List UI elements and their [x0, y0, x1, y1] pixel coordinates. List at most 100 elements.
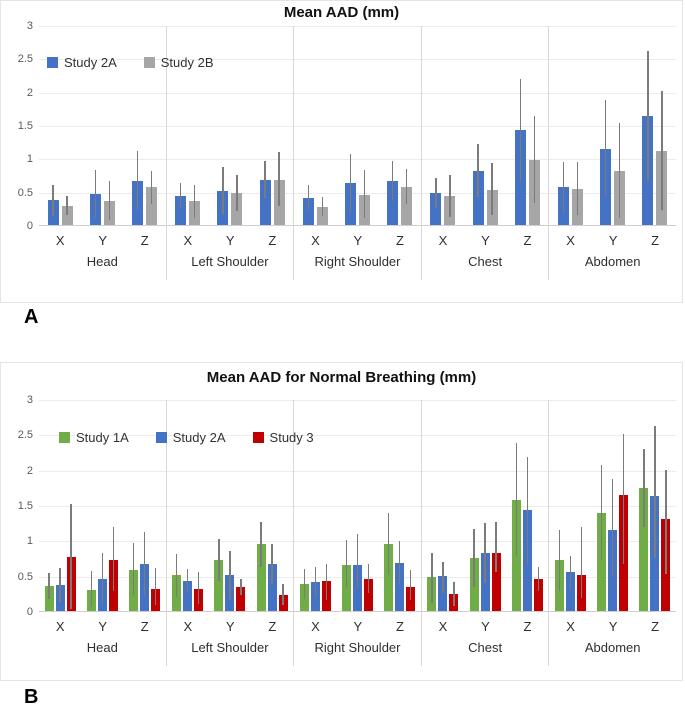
category-group: X Y Z Head: [39, 26, 167, 280]
error-bar: [154, 568, 157, 606]
bar-slot: [183, 400, 193, 611]
chart-b: Study 1A Study 2A Study 3 0 0.5 1 1.5 2 2.5 3 X Y Z H…: [1, 394, 682, 666]
y-tick-label: 0: [26, 606, 33, 618]
bar-slot: [150, 400, 160, 611]
bar: [256, 544, 266, 611]
bar-slot: [533, 400, 543, 611]
error-bar: [52, 184, 54, 217]
gridline: [39, 400, 676, 401]
bar: [175, 195, 187, 225]
bar-slot: [352, 400, 362, 611]
gridline: [39, 506, 676, 507]
legend-swatch-icon: [47, 57, 58, 68]
bar-slot: [639, 400, 649, 611]
error-bar: [558, 530, 561, 591]
error-bar: [453, 582, 455, 607]
error-bar: [435, 177, 437, 208]
error-bar: [495, 522, 497, 573]
bar-slot: [656, 26, 668, 225]
bar-slot: [344, 26, 356, 225]
bar-slot: [172, 400, 182, 611]
legend-label: Study 1A: [76, 430, 129, 445]
bar-slot: [259, 26, 271, 225]
subcategory-labels: X Y Z: [549, 612, 676, 640]
error-bar: [569, 556, 572, 589]
panel-label-a: A: [24, 306, 39, 328]
legend-swatch-icon: [143, 57, 155, 68]
bar-slot: [387, 26, 399, 225]
error-bar: [491, 162, 493, 216]
bar-cluster: [256, 400, 288, 611]
bar-slot: [89, 26, 101, 225]
bar-slot: [650, 400, 660, 611]
bar-slot: [217, 26, 229, 225]
category-group: X Y Z Left Shoulder: [166, 26, 295, 280]
bar: [352, 565, 362, 611]
chart-body: 0 0.5 1 1.5 2 2.5 3 X Y Z Head X Y Z Left Shoulder X Y Z R…: [1, 394, 682, 666]
chart-panel-a: Mean AAD (mm) Study 2A Study 2B 0 0.5 1 1.5 2 2…: [0, 0, 683, 303]
bar-cluster: [344, 26, 370, 225]
error-bar: [367, 563, 370, 594]
bar-slot: [661, 400, 671, 611]
error-bar: [398, 541, 401, 585]
error-bar: [363, 169, 366, 218]
category-label: Chest: [468, 254, 503, 269]
bar-slot: [139, 400, 149, 611]
group-plot: [549, 400, 676, 612]
bar-slot: [469, 400, 479, 611]
category-groups: X Y Z Head X Y Z Left Shoulder X Y Z Right Shoulder…: [39, 400, 676, 666]
axis-tick-label: X: [311, 232, 320, 248]
bar-slot: [86, 400, 96, 611]
axis-tick-label: X: [438, 232, 448, 248]
error-bar: [143, 531, 146, 596]
bar: [363, 578, 373, 611]
error-bar: [449, 175, 451, 218]
subcategory-labels: X Y Z: [39, 226, 166, 254]
gridline: [39, 435, 676, 437]
category-group: X Y Z Right Shoulder: [294, 26, 422, 280]
bar-slot: [597, 400, 607, 611]
bar-slot: [194, 400, 204, 611]
error-bar: [314, 567, 317, 597]
bar-slot: [480, 400, 490, 611]
bar-slot: [486, 26, 498, 225]
error-bar: [533, 115, 535, 204]
error-bar: [600, 464, 603, 561]
category-label: Right Shoulder: [314, 254, 401, 269]
error-bar: [442, 562, 444, 594]
bar-cluster: [511, 400, 543, 611]
bar-cluster: [214, 400, 246, 611]
bar-slot: [61, 26, 73, 225]
bar-cluster: [44, 400, 76, 611]
error-bar: [175, 554, 178, 597]
error-bar: [94, 169, 97, 219]
bar-slot: [66, 400, 76, 611]
bar: [145, 187, 157, 225]
bar-slot: [128, 400, 138, 611]
bar-slot: [576, 400, 586, 611]
error-bar: [271, 543, 273, 585]
bar-cluster: [299, 400, 331, 611]
error-bar: [576, 162, 579, 216]
bar-slot: [600, 26, 612, 225]
gridline: [39, 192, 676, 194]
group-plot: [294, 26, 421, 226]
bar: [214, 560, 224, 611]
chart-a: Study 2A Study 2B 0 0.5 1 1.5 2 2.5 3 X Y Z Head X Y Z L…: [1, 20, 682, 280]
bar: [533, 579, 543, 611]
bar-slot: [44, 400, 54, 611]
subcategory-labels: X Y Z: [422, 612, 549, 640]
gridline: [39, 92, 676, 94]
axis-tick-label: Y: [98, 232, 107, 248]
error-bar: [240, 579, 242, 595]
bar-slot: [108, 400, 118, 611]
y-axis: 0 0.5 1 1.5 2 2.5 3: [1, 20, 39, 280]
bar-slot: [273, 26, 285, 225]
error-bar: [59, 568, 61, 602]
bar: [259, 179, 271, 225]
y-tick-label: 2: [26, 464, 33, 477]
bar: [267, 563, 277, 611]
y-tick-label: 1: [26, 535, 33, 548]
bar-slot: [189, 26, 201, 225]
gridline: [39, 126, 676, 127]
